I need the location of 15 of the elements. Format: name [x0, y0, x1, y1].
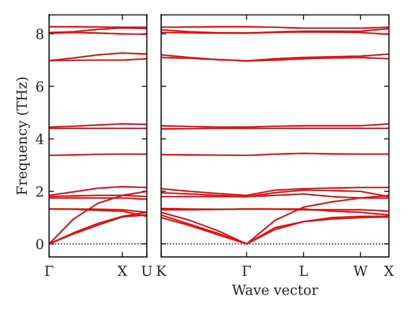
x-tick-label: Γ	[242, 266, 251, 276]
x-tick-label: W	[353, 266, 368, 276]
x-axis-title: Wave vector	[232, 284, 318, 296]
x-tick-label: Γ	[45, 266, 54, 276]
y-tick-label: 4	[36, 134, 44, 144]
y-tick-label: 2	[36, 186, 43, 197]
y-tick-label: 6	[36, 81, 44, 92]
y-axis-title: Frequency (THz)	[16, 78, 30, 195]
y-tick-label: 8	[36, 28, 44, 40]
x-tick-label: K	[156, 266, 167, 276]
x-tick-label: X	[384, 266, 394, 276]
x-tick-label: L	[300, 266, 308, 276]
x-tick-label: X	[118, 266, 128, 276]
y-tick-label: 0	[36, 238, 44, 250]
x-tick-label: U	[142, 266, 152, 276]
